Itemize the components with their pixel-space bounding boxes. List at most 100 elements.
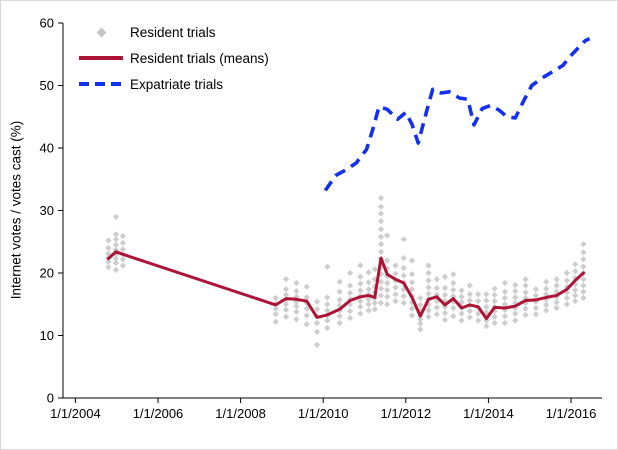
scatter-point: [491, 285, 498, 292]
scatter-point: [347, 282, 354, 289]
scatter-point: [313, 341, 321, 348]
scatter-point: [377, 233, 385, 240]
scatter-point: [282, 291, 290, 298]
scatter-point: [303, 305, 310, 312]
scatter-point: [357, 310, 364, 317]
scatter-point: [553, 282, 560, 289]
scatter-point: [466, 282, 473, 289]
scatter-point: [522, 305, 529, 312]
scatter-point: [303, 283, 310, 290]
scatter-point: [105, 244, 112, 252]
scatter-point: [347, 269, 354, 277]
scatter-point: [441, 303, 449, 310]
scatter-point: [357, 298, 364, 305]
scatter-point: [282, 313, 290, 320]
scatter-point: [450, 298, 457, 305]
scatter-point: [112, 236, 119, 243]
scatter-point: [324, 294, 331, 301]
scatter-point: [532, 311, 539, 318]
scatter-point: [400, 299, 407, 307]
scatter-point: [357, 262, 364, 269]
legend-symbol-cell: [77, 82, 125, 86]
scatter-point: [384, 273, 391, 280]
scatter-point: [365, 307, 372, 314]
scatter-point: [408, 257, 416, 264]
scatter-point: [392, 291, 399, 298]
scatter-point: [512, 310, 519, 317]
scatter-point: [377, 218, 385, 225]
scatter-point: [483, 303, 490, 310]
y-axis-title: Internet votes / votes cast (%): [8, 120, 24, 300]
scatter-point: [543, 296, 550, 303]
scatter-point: [433, 291, 440, 298]
scatter-point: [357, 303, 364, 310]
scatter-point: [425, 313, 432, 320]
scatter-point: [384, 293, 391, 300]
scatter-point: [408, 271, 416, 278]
scatter-point: [408, 305, 416, 312]
scatter-point: [433, 298, 440, 305]
scatter-point: [425, 290, 432, 297]
scatter-point: [313, 306, 321, 313]
legend-symbol-cell: [77, 56, 125, 60]
scatter-point: [282, 286, 290, 293]
scatter-point: [365, 279, 372, 286]
scatter-point: [466, 291, 473, 298]
scatter-point: [377, 226, 385, 233]
scatter-point: [553, 276, 560, 283]
y-tick-label: 60: [40, 16, 54, 31]
scatter-point: [563, 277, 570, 284]
scatter-point: [483, 323, 490, 330]
scatter-point: [313, 328, 321, 335]
scatter-point: [400, 254, 407, 262]
scatter-point: [384, 257, 391, 264]
scatter-point: [466, 314, 473, 321]
scatter-point: [417, 294, 424, 302]
scatter-point: [433, 276, 440, 283]
scatter-point: [433, 311, 440, 318]
scatter-point: [425, 269, 432, 277]
scatter-point: [532, 304, 539, 312]
scatter-point: [384, 232, 391, 239]
scatter-point: [313, 298, 321, 305]
scatter-point: [475, 310, 482, 317]
x-tick-label: 1/1/2008: [215, 406, 266, 421]
scatter-point: [357, 280, 364, 287]
scatter-point: [543, 278, 550, 285]
scatter-point: [408, 312, 416, 319]
scatter-point: [433, 284, 440, 292]
scatter-point: [532, 298, 539, 305]
scatter-point: [522, 294, 529, 302]
scatter-point: [272, 318, 279, 325]
scatter-point: [572, 281, 579, 288]
legend-label-resident-trials: Resident trials: [130, 24, 216, 40]
scatter-point: [400, 272, 407, 279]
scatter-point: [324, 301, 331, 308]
y-tick-label: 10: [40, 328, 54, 343]
scatter-point: [313, 319, 321, 327]
scatter-point: [450, 271, 457, 278]
scatter-point: [563, 289, 570, 296]
scatter-point: [408, 279, 416, 286]
scatter-point: [580, 282, 587, 289]
scatter-point: [384, 301, 391, 308]
scatter-point: [282, 306, 290, 313]
scatter-point: [580, 276, 587, 283]
scatter-point: [491, 313, 498, 320]
scatter-point: [580, 241, 587, 248]
scatter-point: [572, 261, 579, 268]
scatter-point: [563, 294, 570, 302]
scatter-point: [119, 262, 126, 269]
scatter-point: [572, 292, 579, 299]
legend-item-resident-trials: Resident trials: [77, 22, 269, 42]
x-tick-label: 1/1/2016: [546, 406, 597, 421]
scatter-point: [466, 297, 473, 304]
y-tick-label: 20: [40, 266, 54, 281]
scatter-point: [425, 277, 432, 284]
scatter-point: [400, 293, 407, 300]
scatter-point: [324, 324, 331, 332]
scatter-point: [458, 287, 465, 294]
scatter-point: [458, 310, 465, 317]
legend-item-expatriate-trials: Expatriate trials: [77, 74, 269, 94]
scatter-point: [357, 287, 364, 294]
